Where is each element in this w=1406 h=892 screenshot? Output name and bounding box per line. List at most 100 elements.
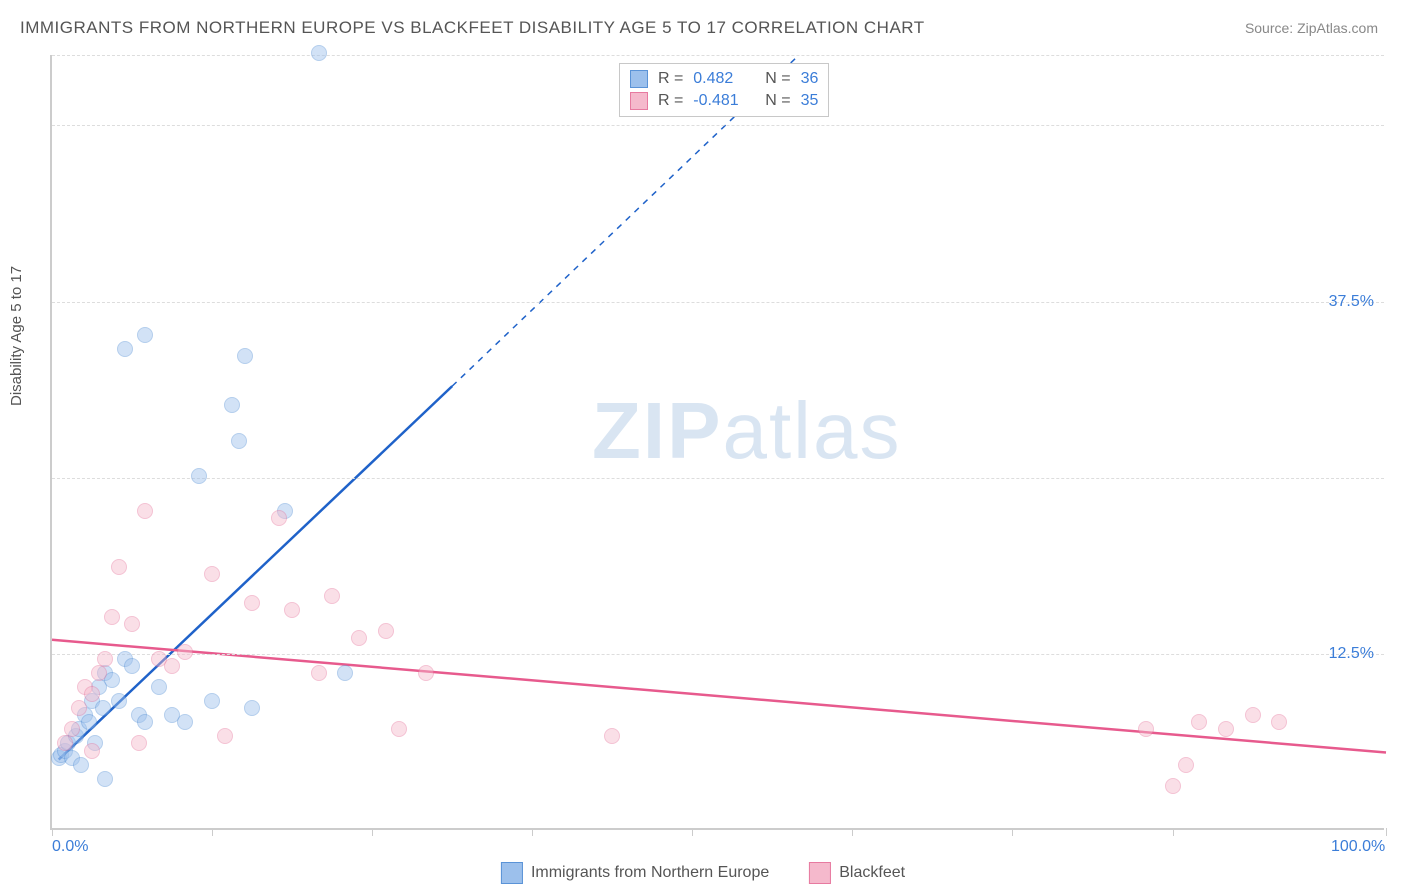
data-point (124, 616, 140, 632)
x-tick (1173, 828, 1174, 836)
r-label: R = (658, 70, 683, 88)
x-tick-label: 100.0% (1331, 838, 1385, 856)
n-label: N = (765, 70, 790, 88)
data-point (97, 651, 113, 667)
n-label: N = (765, 92, 790, 110)
data-point (64, 721, 80, 737)
data-point (73, 757, 89, 773)
data-point (111, 693, 127, 709)
x-tick-label: 0.0% (52, 838, 88, 856)
x-tick (692, 828, 693, 836)
data-point (311, 665, 327, 681)
data-point (204, 693, 220, 709)
legend-item: Blackfeet (809, 862, 905, 884)
data-point (284, 602, 300, 618)
data-point (111, 559, 127, 575)
data-point (137, 714, 153, 730)
gridline (52, 654, 1384, 655)
x-tick (212, 828, 213, 836)
data-point (391, 721, 407, 737)
data-point (237, 348, 253, 364)
watermark-bold: ZIP (592, 386, 722, 475)
r-value: 0.482 (693, 70, 755, 88)
bottom-legend: Immigrants from Northern Europe Blackfeet (501, 862, 905, 884)
plot-area: ZIPatlas 12.5%37.5%0.0%100.0%R =0.482N =… (50, 55, 1384, 830)
y-axis-label: Disability Age 5 to 17 (8, 266, 25, 406)
trend-line (52, 640, 1386, 753)
correlation-statbox: R = 0.482 N = 36 R = -0.481 N = 35 (619, 63, 829, 117)
data-point (1178, 757, 1194, 773)
gridline (52, 302, 1384, 303)
legend-swatch (630, 92, 648, 110)
data-point (224, 397, 240, 413)
x-tick (1012, 828, 1013, 836)
data-point (1191, 714, 1207, 730)
x-tick (372, 828, 373, 836)
data-point (95, 700, 111, 716)
legend-label: Blackfeet (839, 864, 905, 881)
y-tick-label: 37.5% (1329, 293, 1374, 311)
data-point (81, 714, 97, 730)
data-point (244, 595, 260, 611)
stat-row: R = -0.481 N = 35 (630, 90, 818, 112)
legend-item: Immigrants from Northern Europe (501, 862, 769, 884)
data-point (137, 327, 153, 343)
data-point (1271, 714, 1287, 730)
data-point (1245, 707, 1261, 723)
data-point (84, 686, 100, 702)
data-point (271, 510, 287, 526)
r-value: -0.481 (693, 92, 755, 110)
n-value: 36 (801, 70, 819, 88)
stat-row: R = 0.482 N = 36 (630, 68, 818, 90)
data-point (71, 700, 87, 716)
source-prefix: Source: (1245, 20, 1297, 36)
data-point (244, 700, 260, 716)
legend-swatch (809, 862, 831, 884)
data-point (97, 771, 113, 787)
source-attribution: Source: ZipAtlas.com (1245, 20, 1378, 36)
watermark-light: atlas (722, 386, 901, 475)
gridline (52, 478, 1384, 479)
data-point (351, 630, 367, 646)
source-value: ZipAtlas.com (1297, 20, 1378, 36)
data-point (124, 658, 140, 674)
r-label: R = (658, 92, 683, 110)
data-point (418, 665, 434, 681)
data-point (324, 588, 340, 604)
legend-label: Immigrants from Northern Europe (531, 864, 769, 881)
data-point (91, 665, 107, 681)
data-point (311, 45, 327, 61)
data-point (1165, 778, 1181, 794)
data-point (1138, 721, 1154, 737)
data-point (204, 566, 220, 582)
data-point (217, 728, 233, 744)
data-point (1218, 721, 1234, 737)
data-point (57, 735, 73, 751)
data-point (117, 341, 133, 357)
chart-title: IMMIGRANTS FROM NORTHERN EUROPE VS BLACK… (20, 18, 925, 38)
x-tick (1386, 828, 1387, 836)
data-point (137, 503, 153, 519)
x-tick (852, 828, 853, 836)
data-point (337, 665, 353, 681)
data-point (84, 743, 100, 759)
y-tick-label: 12.5% (1329, 645, 1374, 663)
data-point (151, 679, 167, 695)
x-tick (52, 828, 53, 836)
data-point (164, 658, 180, 674)
data-point (231, 433, 247, 449)
data-point (131, 735, 147, 751)
data-point (104, 609, 120, 625)
x-tick (532, 828, 533, 836)
gridline (52, 55, 1384, 56)
data-point (378, 623, 394, 639)
n-value: 35 (801, 92, 819, 110)
watermark: ZIPatlas (592, 385, 901, 477)
data-point (604, 728, 620, 744)
data-point (177, 714, 193, 730)
data-point (191, 468, 207, 484)
legend-swatch (630, 70, 648, 88)
data-point (177, 644, 193, 660)
legend-swatch (501, 862, 523, 884)
gridline (52, 125, 1384, 126)
